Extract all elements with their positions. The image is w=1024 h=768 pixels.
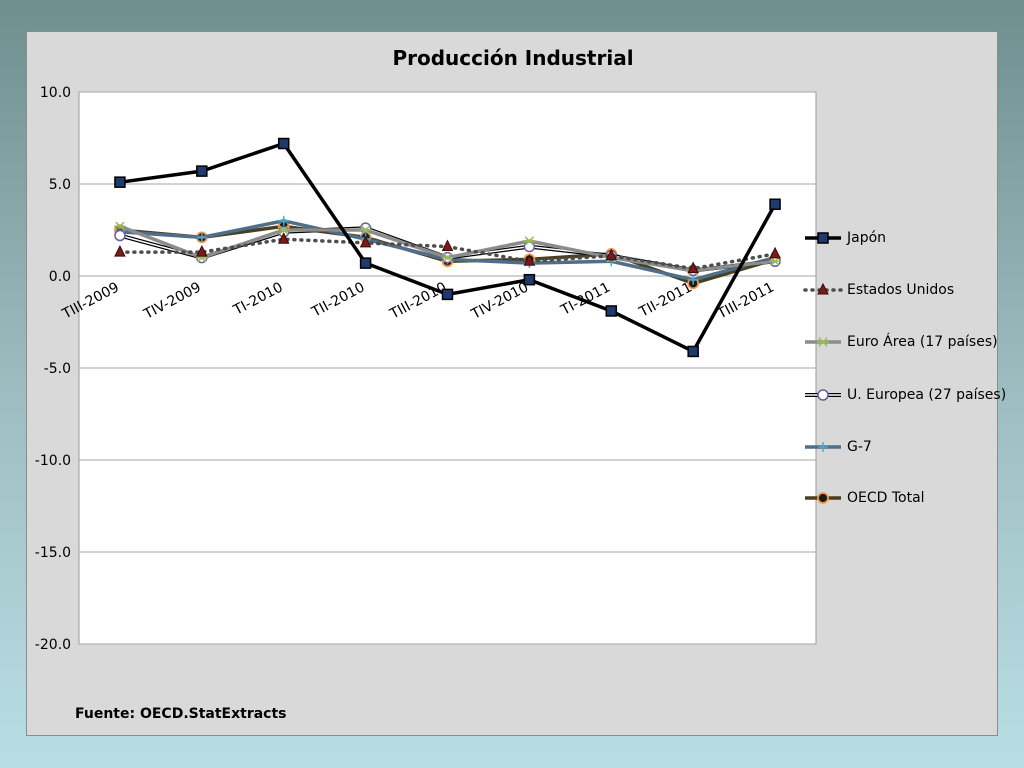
chart-area: 10.0 5.0 0.0 -5.0 -10.0 -15.0 -20.0 TIII-2009 TI… xyxy=(26,31,1006,736)
data-point xyxy=(277,225,290,235)
data-point xyxy=(769,256,782,267)
series-jap-n xyxy=(114,137,781,358)
legend-label: Estados Unidos xyxy=(847,282,955,298)
source-note: Fuente: OECD.StatExtracts xyxy=(75,706,287,722)
legend-swatch xyxy=(805,492,841,504)
data-point xyxy=(769,198,781,210)
legend-label: G-7 xyxy=(847,439,872,455)
data-point xyxy=(114,229,126,242)
y-tick-label: -5.0 xyxy=(44,361,71,377)
series-g-7-swatch xyxy=(805,442,841,452)
data-point xyxy=(359,225,372,235)
y-tick-label: 5.0 xyxy=(49,177,71,193)
data-point xyxy=(441,252,454,263)
data-point xyxy=(277,137,290,150)
data-point xyxy=(687,261,699,274)
legend-marker xyxy=(817,492,829,504)
y-tick-label: 0.0 xyxy=(49,269,71,285)
legend-label: Japón xyxy=(847,230,887,246)
series-u-europea-27-pa-ses-swatch xyxy=(805,389,841,401)
legend-swatch xyxy=(805,232,841,244)
legend-swatch xyxy=(803,282,843,295)
legend-marker xyxy=(817,389,829,401)
data-point xyxy=(196,232,207,243)
y-tick-label: -20.0 xyxy=(35,637,71,653)
data-point xyxy=(687,345,699,358)
legend-label: U. Europea (27 países) xyxy=(847,387,1007,403)
data-point xyxy=(605,305,618,317)
legend-marker xyxy=(818,442,828,452)
data-point xyxy=(688,274,699,285)
data-point xyxy=(769,246,781,259)
data-point xyxy=(196,244,208,257)
data-point xyxy=(114,244,126,257)
y-tick-label: -15.0 xyxy=(35,545,71,561)
data-point xyxy=(359,257,372,269)
legend-label: OECD Total xyxy=(847,490,925,506)
data-point xyxy=(277,232,290,244)
data-point xyxy=(278,215,289,226)
data-point xyxy=(523,236,536,246)
series-jap-n-swatch xyxy=(805,232,841,244)
data-point xyxy=(114,176,126,188)
data-point xyxy=(196,165,208,177)
legend-marker xyxy=(817,337,829,347)
data-point xyxy=(523,273,536,286)
data-point xyxy=(605,248,618,261)
y-tick-label: 10.0 xyxy=(40,85,71,101)
series-euro-rea-17-pa-ses-swatch xyxy=(805,337,841,347)
legend-marker xyxy=(817,232,829,244)
series-estados-unidos xyxy=(114,232,781,274)
chart-title: Producción Industrial xyxy=(392,46,634,70)
series-oecd-total-swatch xyxy=(805,492,841,504)
series-estados-unidos-swatch xyxy=(803,282,843,295)
y-tick-label: -10.0 xyxy=(35,453,71,469)
legend-label: Euro Área (17 países) xyxy=(847,334,998,350)
data-point xyxy=(523,254,536,266)
data-point xyxy=(113,221,126,232)
legend-swatch xyxy=(805,389,841,401)
legend-marker xyxy=(817,282,829,295)
legend-swatch xyxy=(805,442,841,452)
data-point xyxy=(359,235,372,248)
data-point xyxy=(441,288,454,301)
legend-swatch xyxy=(805,337,841,347)
data-point xyxy=(441,239,454,252)
